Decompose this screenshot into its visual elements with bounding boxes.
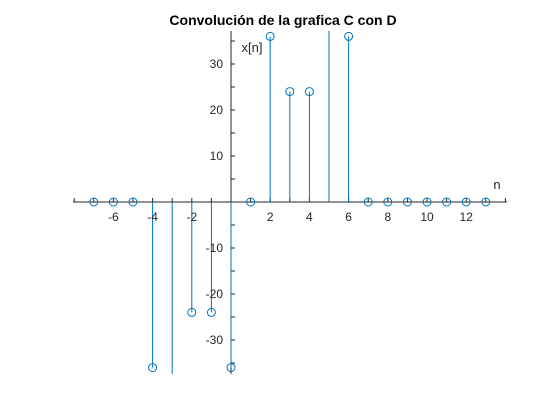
x-tick-label: 12: [460, 210, 474, 224]
y-axis-label: x[n]: [242, 40, 263, 55]
y-tick-label: 20: [210, 103, 224, 117]
y-tick-label: -30: [206, 333, 224, 347]
y-tick-label: -20: [206, 287, 224, 301]
stem-point: [286, 88, 294, 202]
x-tick-label: 6: [345, 210, 352, 224]
x-tick-label: -2: [186, 210, 197, 224]
stem-point: [345, 32, 353, 202]
stem-point: [266, 32, 274, 202]
x-tick-label: -4: [147, 210, 158, 224]
y-tick-label: 30: [210, 57, 224, 71]
x-axis-label: n: [493, 177, 500, 192]
x-tick-label: 2: [267, 210, 274, 224]
stem-point: [325, 0, 333, 202]
axes: [73, 31, 507, 374]
x-tick-label: -6: [108, 210, 119, 224]
x-tick-label: 4: [306, 210, 313, 224]
stem-point: [227, 202, 235, 372]
y-tick-label: 10: [210, 149, 224, 163]
stem-point: [149, 202, 157, 372]
y-tick-label: -10: [206, 241, 224, 255]
stem-point: [305, 88, 313, 202]
x-tick-label: 10: [420, 210, 434, 224]
chart-title: Convolución de la grafica C con D: [169, 12, 396, 28]
x-tick-label: 8: [384, 210, 391, 224]
stem-point: [168, 202, 176, 420]
